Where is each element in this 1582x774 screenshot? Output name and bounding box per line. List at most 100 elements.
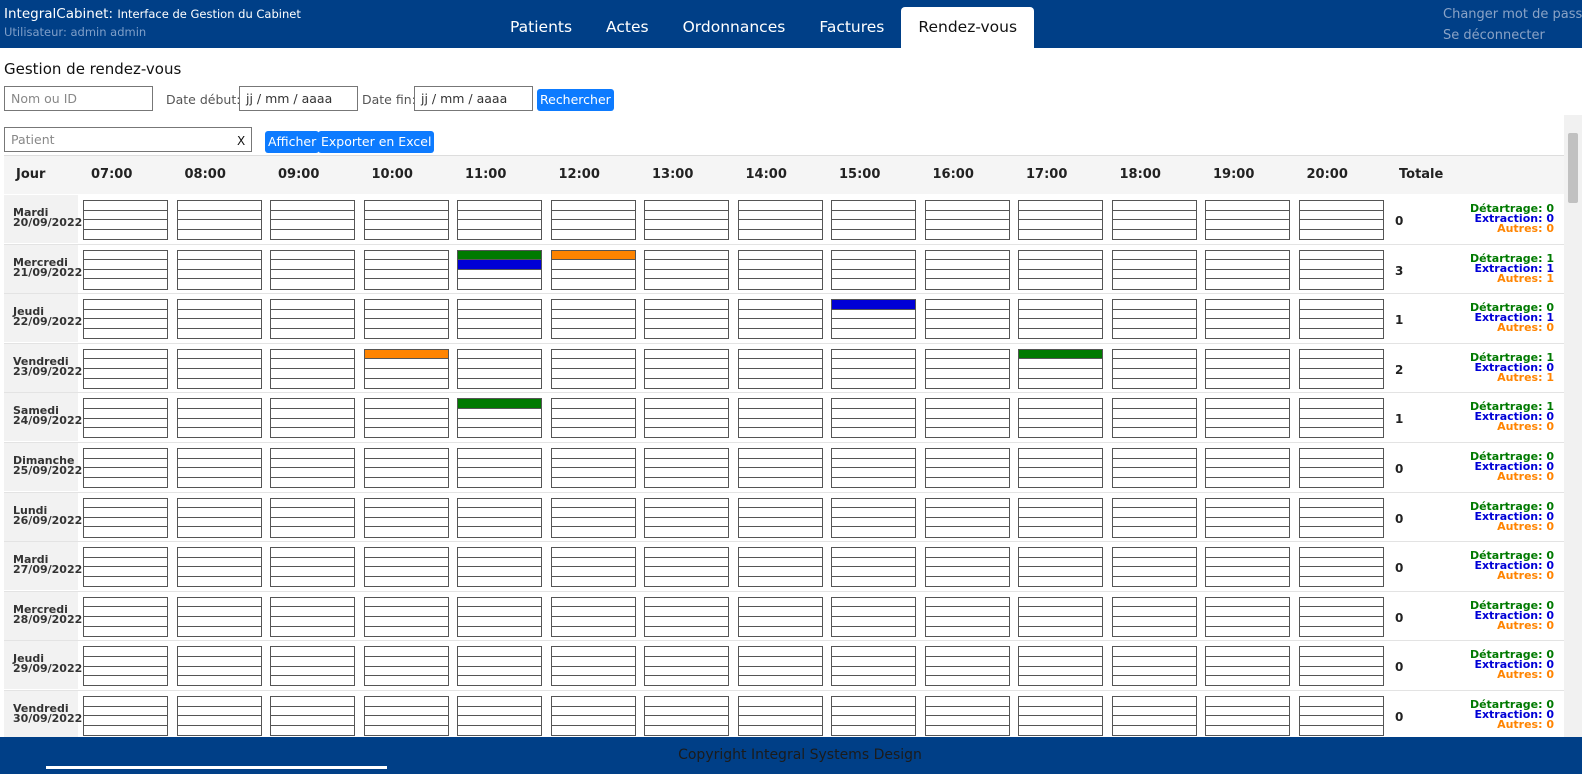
booking-detartrage[interactable] [458,250,541,261]
booking-detartrage[interactable] [458,399,541,409]
hour-cell[interactable] [457,249,542,290]
time-slot[interactable] [1300,676,1383,686]
time-slot[interactable] [177,350,261,360]
time-slot[interactable] [1299,518,1383,528]
time-slot[interactable] [832,676,915,686]
hour-cell[interactable] [831,299,916,340]
time-slot[interactable] [1019,707,1102,717]
hour-cell[interactable] [1111,547,1197,588]
time-slot[interactable] [271,468,354,478]
time-slot[interactable] [1019,220,1102,230]
vertical-scrollbar[interactable] [1564,115,1582,737]
hour-cell[interactable] [737,200,823,240]
booking-detartrage[interactable] [1019,349,1102,360]
hour-cell[interactable] [1111,646,1197,687]
time-slot[interactable] [1299,350,1383,360]
time-slot[interactable] [832,310,915,320]
time-slot[interactable] [1113,428,1196,438]
time-slot[interactable] [832,478,915,488]
time-slot[interactable] [177,220,261,230]
time-slot[interactable] [925,251,1009,261]
time-slot[interactable] [1206,528,1289,538]
time-slot[interactable] [177,251,261,261]
time-slot[interactable] [84,667,167,677]
time-slot[interactable] [1019,617,1102,627]
time-slot[interactable] [738,647,822,657]
hour-cell[interactable] [457,448,542,488]
time-slot[interactable] [84,726,167,736]
time-slot[interactable] [739,627,822,637]
hour-cell[interactable] [1205,348,1290,389]
hour-cell[interactable] [831,448,916,488]
hour-cell[interactable] [457,646,542,687]
time-slot[interactable] [551,220,635,230]
time-slot[interactable] [84,230,167,240]
time-slot[interactable] [1206,449,1289,459]
time-slot[interactable] [1300,627,1383,637]
time-slot[interactable] [1206,350,1289,360]
booking-extraction[interactable] [458,260,541,270]
hour-cell[interactable] [1018,596,1103,637]
time-slot[interactable] [178,428,261,438]
time-slot[interactable] [1019,369,1102,379]
time-slot[interactable] [926,230,1009,240]
time-slot[interactable] [926,577,1009,587]
time-slot[interactable] [1206,568,1289,578]
time-slot[interactable] [84,409,167,419]
hour-cell[interactable] [737,398,823,439]
time-slot[interactable] [551,419,635,429]
time-slot[interactable] [1299,310,1383,320]
hour-cell[interactable] [1018,299,1103,340]
time-slot[interactable] [925,399,1009,409]
time-slot[interactable] [925,499,1009,509]
time-slot[interactable] [364,409,448,419]
time-slot[interactable] [739,428,822,438]
hour-cell[interactable] [924,249,1010,290]
time-slot[interactable] [925,369,1009,379]
time-slot[interactable] [84,251,167,261]
time-slot[interactable] [365,329,448,339]
time-slot[interactable] [178,329,261,339]
time-slot[interactable] [1019,320,1102,330]
time-slot[interactable] [458,478,541,488]
time-slot[interactable] [645,260,728,270]
time-slot[interactable] [84,399,167,409]
time-slot[interactable] [84,310,167,320]
time-slot[interactable] [551,399,635,409]
time-slot[interactable] [1112,201,1196,211]
hour-cell[interactable] [550,299,636,340]
hour-cell[interactable] [1205,646,1290,687]
time-slot[interactable] [1019,657,1102,667]
time-slot[interactable] [551,359,635,369]
time-slot[interactable] [738,716,822,726]
time-slot[interactable] [1206,697,1289,707]
time-slot[interactable] [925,468,1009,478]
time-slot[interactable] [84,577,167,587]
logout-link[interactable]: Se déconnecter [1443,28,1545,43]
time-slot[interactable] [552,676,635,686]
time-slot[interactable] [832,251,915,261]
time-slot[interactable] [271,369,354,379]
time-slot[interactable] [1019,300,1102,310]
time-slot[interactable] [1112,350,1196,360]
time-slot[interactable] [177,598,261,608]
time-slot[interactable] [177,667,261,677]
tab-patients[interactable]: Patients [510,18,573,36]
time-slot[interactable] [1019,379,1102,389]
time-slot[interactable] [1113,478,1196,488]
hour-cell[interactable] [1298,299,1384,340]
time-slot[interactable] [1206,627,1289,637]
export-excel-button[interactable]: Exporter en Excel [318,131,435,153]
time-slot[interactable] [1299,468,1383,478]
time-slot[interactable] [458,667,541,677]
time-slot[interactable] [364,617,448,627]
hour-cell[interactable] [1298,398,1384,439]
time-slot[interactable] [84,548,167,558]
time-slot[interactable] [458,697,541,707]
hour-cell[interactable] [644,646,729,687]
time-slot[interactable] [271,726,354,736]
time-slot[interactable] [739,280,822,290]
hour-cell[interactable] [1298,448,1384,488]
hour-cell[interactable] [644,497,729,538]
time-slot[interactable] [832,598,915,608]
